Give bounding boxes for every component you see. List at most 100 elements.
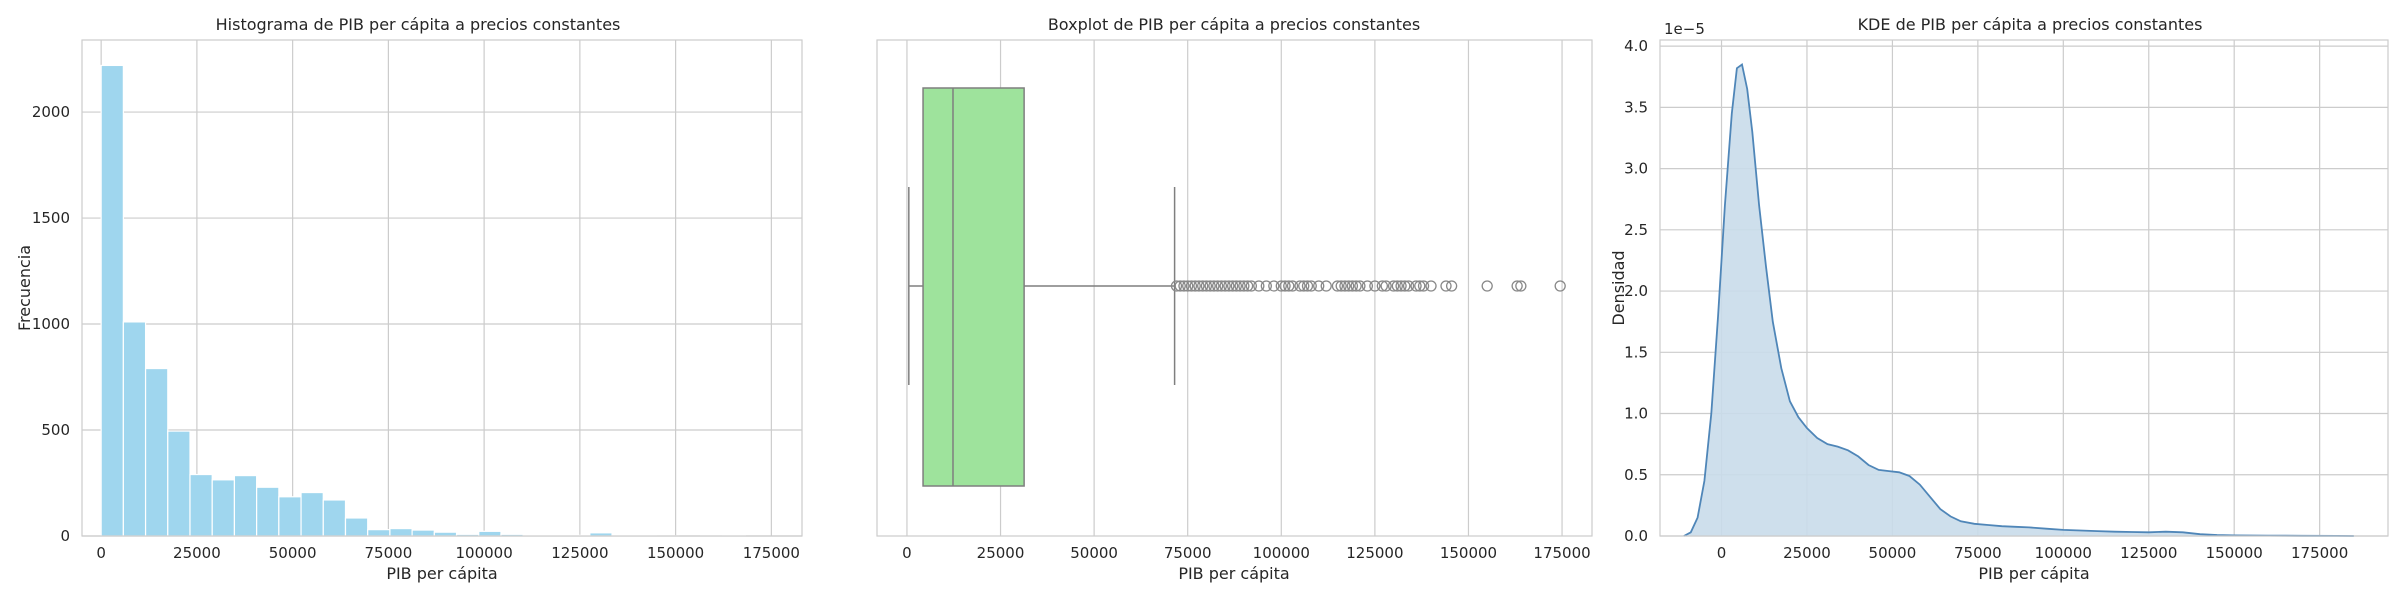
- boxplot-outlier: [1174, 280, 1186, 292]
- histogram-bar: [211, 479, 236, 537]
- histogram-x-tick-label: 100000: [455, 544, 512, 562]
- boxplot-outlier: [1234, 280, 1246, 292]
- histogram-x-tick-label: 50000: [269, 544, 317, 562]
- boxplot-x-tick-label: 0: [902, 544, 912, 562]
- boxplot-outlier: [1391, 280, 1403, 292]
- boxplot-outlier: [1417, 280, 1430, 292]
- boxplot-outlier: [1185, 280, 1198, 292]
- boxplot-box: [922, 87, 1025, 487]
- boxplot-outlier: [1260, 280, 1272, 292]
- boxplot-outlier: [1399, 280, 1411, 292]
- histogram-y-tick-label: 2000: [32, 103, 70, 121]
- histogram-bar: [167, 430, 191, 537]
- histogram-bar: [189, 473, 213, 537]
- boxplot-outlier: [1395, 280, 1407, 292]
- boxplot-outlier: [1414, 280, 1426, 292]
- boxplot-outlier: [1320, 280, 1332, 292]
- histogram-bar: [144, 367, 169, 537]
- kde-y-tick-label: 3.5: [1624, 98, 1648, 116]
- histogram-bar: [411, 529, 435, 537]
- histogram-y-tick-label: 1500: [32, 209, 70, 227]
- histogram-y-tick-label: 0: [60, 527, 70, 545]
- boxplot-outlier: [1241, 280, 1254, 292]
- boxplot-outlier: [1204, 280, 1216, 292]
- boxplot-outlier: [1178, 280, 1190, 292]
- boxplot-outlier: [1425, 280, 1437, 292]
- boxplot-title: Boxplot de PIB per cápita a precios cons…: [1048, 15, 1420, 34]
- boxplot-outlier: [1223, 280, 1235, 292]
- histogram-bar: [278, 496, 302, 537]
- histogram-y-tick-label: 500: [41, 421, 70, 439]
- histogram-x-tick-label: 0: [96, 544, 106, 562]
- boxplot-x-tick-label: 75000: [1164, 544, 1212, 562]
- boxplot-outlier: [1402, 280, 1415, 292]
- kde-x-label: PIB per cápita: [1978, 564, 2089, 583]
- histogram-x-tick-label: 25000: [173, 544, 221, 562]
- kde-y-tick-label: 3.0: [1624, 160, 1648, 178]
- boxplot-outlier: [1305, 280, 1317, 292]
- histogram-frame: [81, 39, 803, 537]
- histogram-x-label: PIB per cápita: [386, 564, 497, 583]
- kde-x-tick-label: 100000: [2035, 544, 2092, 562]
- boxplot-outlier: [1346, 280, 1359, 292]
- boxplot-outlier: [1298, 280, 1310, 292]
- histogram-bar: [122, 321, 147, 537]
- histogram-bar: [256, 486, 280, 537]
- boxplot-x-tick-label: 25000: [977, 544, 1025, 562]
- kde-x-tick-label: 150000: [2206, 544, 2263, 562]
- boxplot-outlier: [1331, 280, 1344, 292]
- kde-x-tick-label: 175000: [2291, 544, 2348, 562]
- boxplot-outlier: [1554, 280, 1566, 292]
- boxplot-outlier: [1350, 280, 1362, 292]
- kde-offset-label: 1e−5: [1664, 20, 1705, 38]
- kde-x-tick-label: 125000: [2120, 544, 2177, 562]
- boxplot-outlier: [1197, 280, 1209, 292]
- histogram-bar: [389, 527, 413, 537]
- boxplot-outlier: [1301, 280, 1314, 292]
- histogram-bar: [367, 529, 391, 537]
- kde-y-tick-label: 0.5: [1624, 466, 1648, 484]
- boxplot-outlier: [1339, 280, 1351, 292]
- boxplot-x-tick-label: 100000: [1253, 544, 1310, 562]
- boxplot-frame: [876, 39, 1593, 537]
- histogram-x-tick-label: 175000: [743, 544, 800, 562]
- histogram-title: Histograma de PIB per cápita a precios c…: [216, 15, 621, 34]
- boxplot-outlier: [1189, 280, 1201, 292]
- boxplot-outlier: [1219, 280, 1231, 292]
- boxplot-outlier: [1380, 280, 1392, 292]
- boxplot-x-tick-label: 175000: [1533, 544, 1590, 562]
- histogram-bar: [100, 64, 124, 537]
- kde-x-tick-label: 25000: [1783, 544, 1831, 562]
- boxplot-outlier: [1275, 280, 1287, 292]
- boxplot-outlier: [1343, 280, 1355, 292]
- boxplot-outlier: [1238, 280, 1250, 292]
- kde-y-tick-label: 4.0: [1624, 37, 1648, 55]
- boxplot-x-label: PIB per cápita: [1178, 564, 1289, 583]
- boxplot-outlier: [1182, 280, 1194, 292]
- boxplot-x-tick-label: 125000: [1346, 544, 1403, 562]
- kde-x-tick-label: 75000: [1954, 544, 2002, 562]
- boxplot-outlier: [1245, 280, 1257, 292]
- histogram-x-tick-label: 75000: [365, 544, 413, 562]
- boxplot-outlier: [1170, 280, 1183, 292]
- boxplot-outlier: [1354, 280, 1366, 292]
- boxplot-outlier: [1253, 280, 1265, 292]
- boxplot-outlier: [1440, 280, 1452, 292]
- kde-y-tick-label: 1.5: [1624, 343, 1648, 361]
- histogram-y-tick-label: 1000: [32, 315, 70, 333]
- boxplot-outlier: [1410, 280, 1422, 292]
- kde-area-fill: [1683, 64, 2354, 536]
- kde-panel: KDE de PIB per cápita a precios constant…: [1609, 15, 2389, 583]
- boxplot-outlier: [1283, 280, 1295, 292]
- kde-title: KDE de PIB per cápita a precios constant…: [1858, 15, 2203, 34]
- histogram-x-tick-label: 150000: [647, 544, 704, 562]
- boxplot-outlier: [1361, 280, 1374, 292]
- boxplot-x-tick-label: 150000: [1440, 544, 1497, 562]
- boxplot-outlier: [1387, 280, 1400, 292]
- boxplot-outlier: [1481, 280, 1493, 292]
- boxplot-outlier: [1445, 280, 1458, 292]
- histogram-y-label: Frecuencia: [15, 245, 34, 331]
- boxplot-outlier: [1369, 280, 1381, 292]
- histogram-panel: Histograma de PIB per cápita a precios c…: [15, 15, 803, 583]
